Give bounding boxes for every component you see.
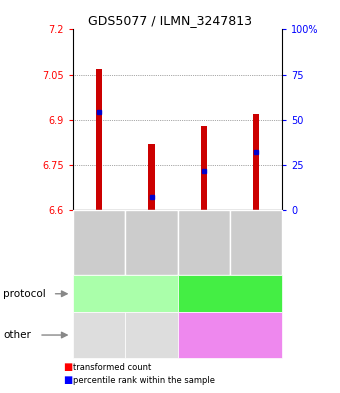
Bar xyxy=(201,126,207,210)
Text: percentile rank within the sample: percentile rank within the sample xyxy=(73,376,215,384)
Text: GSM1071456: GSM1071456 xyxy=(147,215,156,271)
Bar xyxy=(96,69,102,210)
Text: protocol: protocol xyxy=(3,289,46,299)
Text: GSM1071454: GSM1071454 xyxy=(199,215,208,271)
Text: TMEM88 depletion: TMEM88 depletion xyxy=(84,289,167,298)
Text: other: other xyxy=(3,330,31,340)
Text: shRNA for
3'UTR of
TMEM88: shRNA for 3'UTR of TMEM88 xyxy=(132,320,171,350)
Text: shRNA for
first exon
of TMEM88: shRNA for first exon of TMEM88 xyxy=(78,320,120,350)
Text: non-targetting
shRNA: non-targetting shRNA xyxy=(202,325,258,345)
Bar xyxy=(253,114,259,210)
Text: GSM1071457: GSM1071457 xyxy=(95,215,104,271)
Text: transformed count: transformed count xyxy=(73,363,151,372)
Bar xyxy=(148,144,155,210)
Text: control: control xyxy=(214,289,246,298)
Text: ■: ■ xyxy=(63,375,72,385)
Text: GDS5077 / ILMN_3247813: GDS5077 / ILMN_3247813 xyxy=(88,14,252,27)
Text: GSM1071455: GSM1071455 xyxy=(252,215,260,271)
Text: ■: ■ xyxy=(63,362,72,373)
